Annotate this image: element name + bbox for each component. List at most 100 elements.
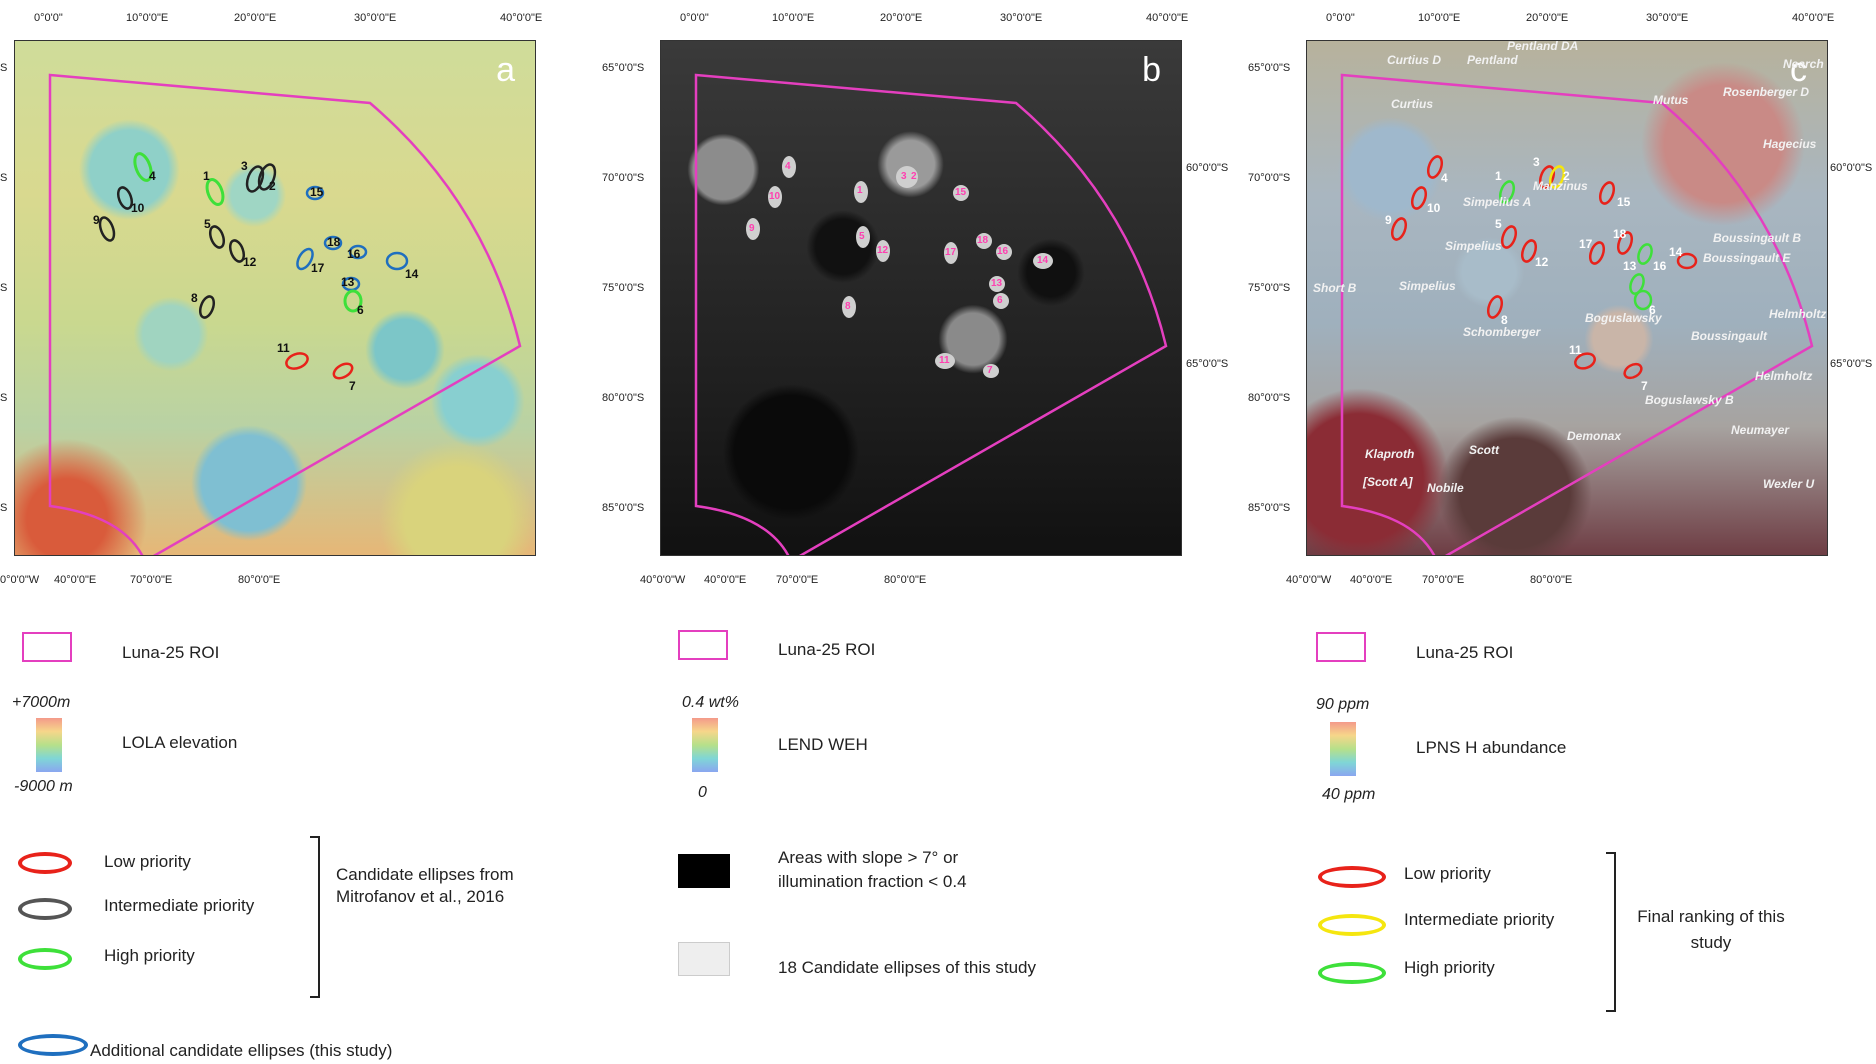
group-label: Candidate ellipses from Mitrofanov et al… xyxy=(336,865,514,906)
ellipse-label: 17 xyxy=(311,261,325,275)
top-tick: 30°0'0"E xyxy=(354,12,397,24)
left-tick: S xyxy=(0,62,8,74)
ellipse-label: 4 xyxy=(149,169,156,183)
weh-max: 0.4 wt% xyxy=(682,694,739,711)
bottom-tick: 70°0'0"E xyxy=(776,574,819,586)
panel-letter: b xyxy=(1142,51,1161,89)
roi-label: Luna-25 ROI xyxy=(778,640,876,659)
intermediate-priority-label: Intermediate priority xyxy=(1404,910,1555,929)
candidate-swatch xyxy=(678,942,730,976)
weh-min: 0 xyxy=(698,784,707,801)
left-tick: 70°0'0"S xyxy=(602,172,645,184)
top-tick: 10°0'0"E xyxy=(772,12,815,24)
place-name: Demonax xyxy=(1567,429,1622,443)
bottom-tick: 40°0'0"W xyxy=(1286,574,1332,586)
top-tick: 0°0'0" xyxy=(34,12,63,24)
left-tick: S xyxy=(0,172,8,184)
ellipse-label: 11 xyxy=(277,341,290,355)
place-name: Scott xyxy=(1469,443,1499,457)
left-tick: 85°0'0"S xyxy=(602,502,645,514)
intermediate-priority-swatch xyxy=(18,898,72,920)
ellipse-label: 4 xyxy=(1441,171,1448,185)
bottom-tick: 40°0'0"W xyxy=(640,574,686,586)
left-tick: 65°0'0"S xyxy=(1248,62,1291,74)
ellipse-label: 13 xyxy=(1623,259,1637,273)
top-tick: 30°0'0"E xyxy=(1646,12,1689,24)
slope-mask-swatch xyxy=(678,854,730,888)
bottom-tick: 0°0'0"W xyxy=(0,574,40,586)
ellipse-label: 10 xyxy=(1427,201,1441,215)
top-tick: 40°0'0"E xyxy=(500,12,543,24)
lpns-hydrogen-map: c 1 2 3 4 5 6 7 8 9 10 11 12 13 14 15 16… xyxy=(1306,40,1828,556)
place-name: Curtius xyxy=(1391,97,1433,111)
place-name: Helmholtz xyxy=(1755,369,1813,383)
bottom-tick: 40°0'0"E xyxy=(704,574,747,586)
ellipse-label: 12 xyxy=(243,255,257,269)
ellipse-label: 9 xyxy=(1385,213,1392,227)
lola-elevation-map: a 1 2 3 4 5 6 7 8 9 10 11 12 13 14 15 16… xyxy=(14,40,536,556)
place-name: Schomberger xyxy=(1463,325,1541,339)
ellipse-label: 14 xyxy=(1669,245,1683,259)
ellipse-label: 10 xyxy=(131,201,145,215)
ellipse-label: 2 xyxy=(1563,169,1570,183)
bottom-tick: 70°0'0"E xyxy=(1422,574,1465,586)
left-tick: S xyxy=(0,282,8,294)
place-name: Boussingault xyxy=(1691,329,1768,343)
left-tick: 75°0'0"S xyxy=(602,282,645,294)
group-brace xyxy=(1606,852,1616,1012)
left-tick: S xyxy=(0,502,8,514)
high-priority-swatch xyxy=(1318,962,1386,984)
elevation-min: -9000 m xyxy=(14,778,73,795)
roi-overlay xyxy=(48,73,522,555)
place-name: Boussingault B xyxy=(1713,231,1802,245)
place-name: Wexler U xyxy=(1763,477,1815,491)
place-name: Nearch xyxy=(1783,57,1824,71)
right-tick: 65°0'0"S xyxy=(1830,358,1873,370)
right-tick: 60°0'0"S xyxy=(1830,162,1873,174)
roi-label: Luna-25 ROI xyxy=(122,643,220,662)
ellipse-label: 4 xyxy=(785,161,791,172)
place-name: Simpelius A xyxy=(1463,195,1532,209)
group-label: Final ranking of this study xyxy=(1637,907,1785,952)
place-name: Mutus xyxy=(1653,93,1689,107)
ellipse-label: 13 xyxy=(991,278,1003,289)
place-name: [Scott A] xyxy=(1363,475,1413,489)
weh-label: LEND WEH xyxy=(778,735,868,754)
ellipse-label: 18 xyxy=(1613,227,1627,241)
place-name: Klaproth xyxy=(1365,447,1415,461)
bottom-tick: 80°0'0"E xyxy=(238,574,281,586)
roi-swatch xyxy=(22,632,72,662)
elevation-colorbar xyxy=(36,718,62,772)
lend-weh-map: b 1 2 3 4 5 6 7 8 9 10 11 12 13 14 15 16… xyxy=(660,40,1182,556)
left-tick: S xyxy=(0,392,8,404)
place-name: Pentland xyxy=(1467,53,1518,67)
ellipse-label: 15 xyxy=(1617,195,1631,209)
right-tick: 65°0'0"S xyxy=(1186,358,1229,370)
ellipse-label: 1 xyxy=(857,185,863,196)
roi-label: Luna-25 ROI xyxy=(1416,643,1514,662)
low-priority-label: Low priority xyxy=(1404,864,1491,883)
ellipse-label: 17 xyxy=(1579,237,1593,251)
top-tick: 20°0'0"E xyxy=(234,12,277,24)
ellipse-label: 1 xyxy=(1495,169,1502,183)
ellipse-label: 13 xyxy=(341,275,355,289)
weh-colorbar xyxy=(692,718,718,772)
additional-candidate-swatch xyxy=(18,1034,88,1056)
ellipse-label: 8 xyxy=(845,301,851,312)
place-name: Simpelius xyxy=(1399,279,1456,293)
ellipse-label: 7 xyxy=(1641,379,1648,393)
bottom-tick: 80°0'0"E xyxy=(884,574,927,586)
low-priority-label: Low priority xyxy=(104,852,191,871)
group-brace xyxy=(310,836,320,998)
ellipse-label: 15 xyxy=(310,185,324,199)
elevation-label: LOLA elevation xyxy=(122,733,238,752)
left-tick: 80°0'0"S xyxy=(602,392,645,404)
place-name: Nobile xyxy=(1427,481,1464,495)
ellipse-label: 6 xyxy=(997,295,1003,306)
slope-mask-label: Areas with slope > 7° or illumination fr… xyxy=(778,848,967,891)
high-priority-label: High priority xyxy=(104,946,195,965)
ellipse-label: 3 xyxy=(901,171,907,182)
ellipse-label: 18 xyxy=(327,235,341,249)
top-tick: 10°0'0"E xyxy=(126,12,169,24)
candidate-label: 18 Candidate ellipses of this study xyxy=(778,958,1036,977)
